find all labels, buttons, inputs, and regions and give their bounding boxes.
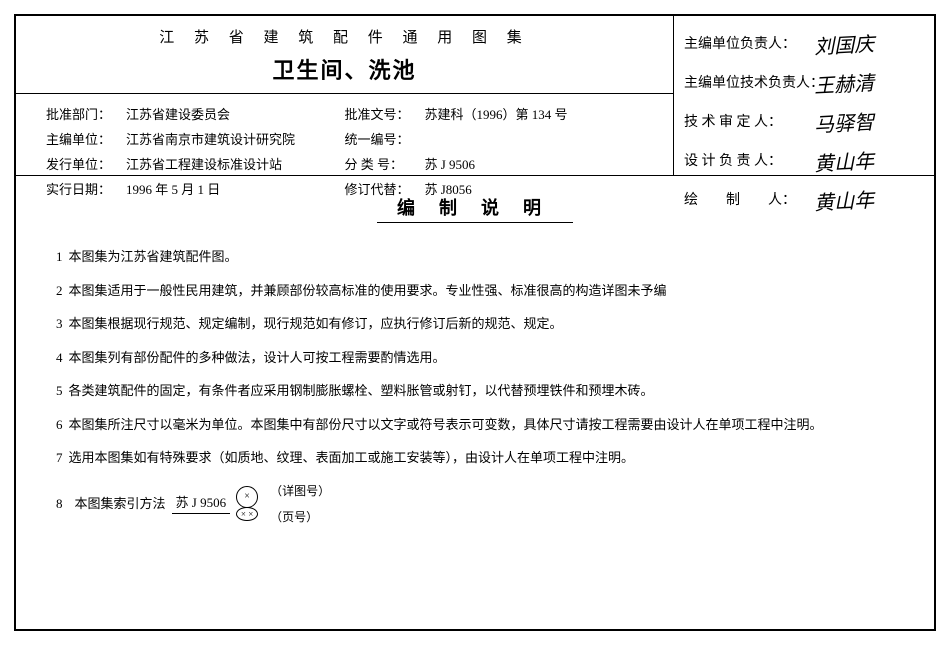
body-title-wrap: 编制说明 — [56, 194, 894, 241]
header-row: 江 苏 省 建 筑 配 件 通 用 图 集 卫生间、洗池 批准部门：江苏省建设委… — [16, 16, 934, 176]
index-paren1: （详图号） — [270, 482, 330, 500]
sign-value: 王赫清 — [813, 64, 924, 99]
item-num: 7 — [56, 450, 63, 465]
item-num: 5 — [56, 383, 63, 398]
meta-row: 分 类 号：苏 J 9506 — [345, 154, 644, 173]
sign-label: 主编单位技术负责人： — [684, 72, 814, 92]
meta-row: 发行单位：江苏省工程建设标准设计站 — [46, 154, 345, 173]
item-num: 2 — [56, 283, 63, 298]
sign-label: 设 计 负 责 人： — [684, 150, 814, 170]
item-text: 本图集为江苏省建筑配件图。 — [69, 249, 238, 264]
index-paren2: （页号） — [270, 508, 330, 526]
sign-row: 主编单位负责人：刘国庆 — [684, 28, 924, 57]
meta-label: 发行单位： — [46, 154, 126, 173]
item-num: 6 — [56, 417, 63, 432]
meta-row: 批准部门：江苏省建设委员会 — [46, 104, 345, 123]
signature-block: 主编单位负责人：刘国庆 主编单位技术负责人：王赫清 技 术 审 定 人：马驿智 … — [674, 16, 934, 175]
sign-value: 刘国庆 — [813, 25, 924, 60]
index-paren-col: （详图号） （页号） — [270, 482, 330, 526]
title-line1: 江 苏 省 建 筑 配 件 通 用 图 集 — [16, 26, 673, 47]
sign-value: 黄山年 — [813, 142, 924, 177]
index-circle-top: × — [236, 486, 258, 508]
title-block: 江 苏 省 建 筑 配 件 通 用 图 集 卫生间、洗池 批准部门：江苏省建设委… — [16, 16, 674, 175]
sign-label: 技 术 审 定 人： — [684, 111, 814, 131]
item-num: 8 — [56, 494, 63, 514]
meta-row: 主编单位：江苏省南京市建筑设计研究院 — [46, 129, 345, 148]
meta-value: 苏建科（1996）第 134 号 — [425, 104, 644, 123]
meta-label: 分 类 号： — [345, 154, 425, 173]
item-3: 3 本图集根据现行规范、规定编制，现行规范如有修订，应执行修订后新的规范、规定。 — [56, 314, 894, 334]
item-6: 6 本图集所注尺寸以毫米为单位。本图集中有部份尺寸以文字或符号表示可变数，具体尺寸… — [56, 415, 894, 435]
item-text: 本图集适用于一般性民用建筑，并兼顾部份较高标准的使用要求。专业性强、标准很高的构… — [69, 283, 667, 298]
meta-value: 江苏省南京市建筑设计研究院 — [126, 129, 345, 148]
item-8: 8 本图集索引方法 苏 J 9506 × × × （详图号） （页号） — [56, 482, 894, 526]
item-4: 4 本图集列有部份配件的多种做法，设计人可按工程需要酌情选用。 — [56, 348, 894, 368]
title-line2: 卫生间、洗池 — [16, 53, 673, 85]
meta-row: 批准文号：苏建科（1996）第 134 号 — [345, 104, 644, 123]
item-num: 1 — [56, 249, 63, 264]
item-text: 本图集所注尺寸以毫米为单位。本图集中有部份尺寸以文字或符号表示可变数，具体尺寸请… — [69, 417, 823, 432]
item-num: 3 — [56, 316, 63, 331]
meta-label: 批准部门： — [46, 104, 126, 123]
body-title: 编制说明 — [377, 194, 573, 223]
sign-row: 主编单位技术负责人：王赫清 — [684, 67, 924, 96]
index-circle-stack: × × × — [236, 486, 258, 521]
meta-label: 主编单位： — [46, 129, 126, 148]
item-5: 5 各类建筑配件的固定，有条件者应采用钢制膨胀螺栓、塑料胀管或射钉，以代替预埋铁件… — [56, 381, 894, 401]
item-text: 选用本图集如有特殊要求（如质地、纹理、表面加工或施工安装等），由设计人在单项工程… — [69, 450, 635, 465]
sign-row: 设 计 负 责 人：黄山年 — [684, 145, 924, 174]
sign-value: 黄山年 — [813, 181, 924, 216]
meta-label: 批准文号： — [345, 104, 425, 123]
item-2: 2 本图集适用于一般性民用建筑，并兼顾部份较高标准的使用要求。专业性强、标准很高的… — [56, 281, 894, 301]
meta-label: 统一编号： — [345, 129, 425, 148]
index-circle-bottom: × × — [236, 507, 258, 521]
sign-value: 马驿智 — [813, 103, 924, 138]
item-text: 各类建筑配件的固定，有条件者应采用钢制膨胀螺栓、塑料胀管或射钉，以代替预埋铁件和… — [69, 383, 654, 398]
item-text: 本图集根据现行规范、规定编制，现行规范如有修订，应执行修订后新的规范、规定。 — [69, 316, 563, 331]
meta-value: 江苏省建设委员会 — [126, 104, 345, 123]
meta-value: 江苏省工程建设标准设计站 — [126, 154, 345, 173]
sign-row: 技 术 审 定 人：马驿智 — [684, 106, 924, 135]
item-text: 本图集索引方法 — [75, 494, 166, 514]
body-block: 编制说明 1 本图集为江苏省建筑配件图。 2 本图集适用于一般性民用建筑，并兼顾部份… — [16, 176, 934, 629]
title-header: 江 苏 省 建 筑 配 件 通 用 图 集 卫生间、洗池 — [16, 16, 673, 94]
meta-value: 苏 J 9506 — [425, 154, 644, 173]
item-7: 7 选用本图集如有特殊要求（如质地、纹理、表面加工或施工安装等），由设计人在单项工… — [56, 448, 894, 468]
index-code: 苏 J 9506 — [172, 493, 231, 514]
sign-label: 主编单位负责人： — [684, 33, 814, 53]
item-1: 1 本图集为江苏省建筑配件图。 — [56, 247, 894, 267]
item-text: 本图集列有部份配件的多种做法，设计人可按工程需要酌情选用。 — [69, 350, 446, 365]
item-num: 4 — [56, 350, 63, 365]
document-frame: 江 苏 省 建 筑 配 件 通 用 图 集 卫生间、洗池 批准部门：江苏省建设委… — [14, 14, 936, 631]
meta-row: 统一编号： — [345, 129, 644, 148]
